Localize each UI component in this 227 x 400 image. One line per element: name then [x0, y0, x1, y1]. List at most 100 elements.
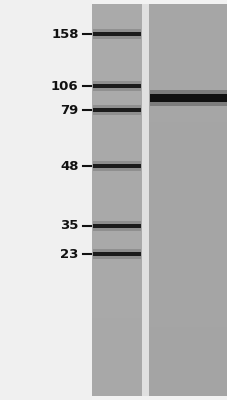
Bar	[149, 230, 227, 234]
Bar	[149, 176, 227, 180]
Bar	[92, 230, 142, 234]
Bar	[149, 28, 227, 34]
Bar	[92, 4, 142, 396]
Bar	[149, 200, 227, 205]
Bar	[92, 9, 142, 14]
Bar	[92, 220, 142, 224]
Bar	[149, 73, 227, 78]
Bar	[92, 337, 142, 342]
Bar	[149, 381, 227, 386]
Bar	[149, 190, 227, 195]
Bar	[149, 288, 227, 293]
Bar	[92, 141, 142, 146]
Bar	[149, 166, 227, 170]
Bar	[149, 107, 227, 112]
Bar	[92, 53, 142, 58]
Bar	[149, 78, 227, 82]
Bar	[149, 82, 227, 87]
Bar	[92, 293, 142, 298]
Bar	[149, 122, 227, 126]
Bar	[92, 313, 142, 318]
Bar	[93, 105, 141, 108]
Bar	[92, 381, 142, 386]
Bar	[149, 58, 227, 63]
Bar	[149, 249, 227, 254]
Bar	[149, 9, 227, 14]
Bar	[93, 108, 141, 112]
Bar	[149, 117, 227, 122]
Bar	[92, 288, 142, 293]
Bar	[92, 161, 142, 166]
Bar	[149, 391, 227, 396]
Bar	[149, 14, 227, 19]
Bar	[93, 252, 141, 256]
Bar	[92, 298, 142, 303]
Bar	[92, 332, 142, 337]
Bar	[92, 102, 142, 107]
Bar	[93, 256, 141, 259]
Bar	[149, 210, 227, 215]
Bar	[92, 34, 142, 38]
Bar	[149, 313, 227, 318]
Bar	[149, 24, 227, 28]
Bar	[149, 205, 227, 210]
Bar	[149, 278, 227, 283]
Bar	[93, 228, 141, 231]
Bar	[92, 215, 142, 220]
Bar	[93, 221, 141, 224]
Bar	[149, 215, 227, 220]
Bar	[149, 244, 227, 249]
Bar	[92, 259, 142, 264]
Bar	[149, 97, 227, 102]
Bar	[92, 357, 142, 362]
Bar	[92, 68, 142, 73]
Bar	[93, 29, 141, 32]
Bar	[92, 205, 142, 210]
Bar	[149, 195, 227, 200]
Bar	[92, 58, 142, 63]
Bar	[92, 107, 142, 112]
Bar	[93, 112, 141, 115]
Bar	[92, 200, 142, 205]
Bar	[92, 126, 142, 131]
Bar	[92, 14, 142, 19]
Bar	[149, 156, 227, 161]
Bar	[149, 322, 227, 327]
Bar	[92, 352, 142, 357]
Bar	[149, 112, 227, 117]
Bar	[149, 347, 227, 352]
Bar	[92, 156, 142, 161]
Bar	[92, 210, 142, 215]
Bar	[149, 298, 227, 303]
Bar	[92, 278, 142, 283]
Bar	[149, 48, 227, 53]
Text: 23: 23	[60, 248, 78, 260]
Bar	[92, 347, 142, 352]
Bar	[92, 274, 142, 278]
Bar	[149, 151, 227, 156]
Bar	[149, 53, 227, 58]
Bar	[92, 112, 142, 117]
Bar	[92, 264, 142, 269]
Bar	[149, 327, 227, 332]
Bar	[150, 94, 226, 102]
Bar	[149, 239, 227, 244]
Text: 35: 35	[60, 220, 78, 232]
Bar	[92, 170, 142, 176]
Bar	[149, 87, 227, 92]
Bar	[149, 170, 227, 176]
Bar	[93, 168, 141, 171]
Bar	[92, 24, 142, 28]
Text: 158: 158	[51, 28, 78, 40]
Bar	[92, 38, 142, 43]
Bar	[92, 122, 142, 126]
Bar	[149, 146, 227, 151]
Bar	[149, 4, 227, 396]
Bar	[149, 4, 227, 9]
Bar	[92, 136, 142, 141]
Bar	[149, 68, 227, 73]
Bar	[92, 132, 142, 136]
Bar	[92, 92, 142, 97]
Bar	[92, 117, 142, 122]
Bar	[92, 391, 142, 396]
